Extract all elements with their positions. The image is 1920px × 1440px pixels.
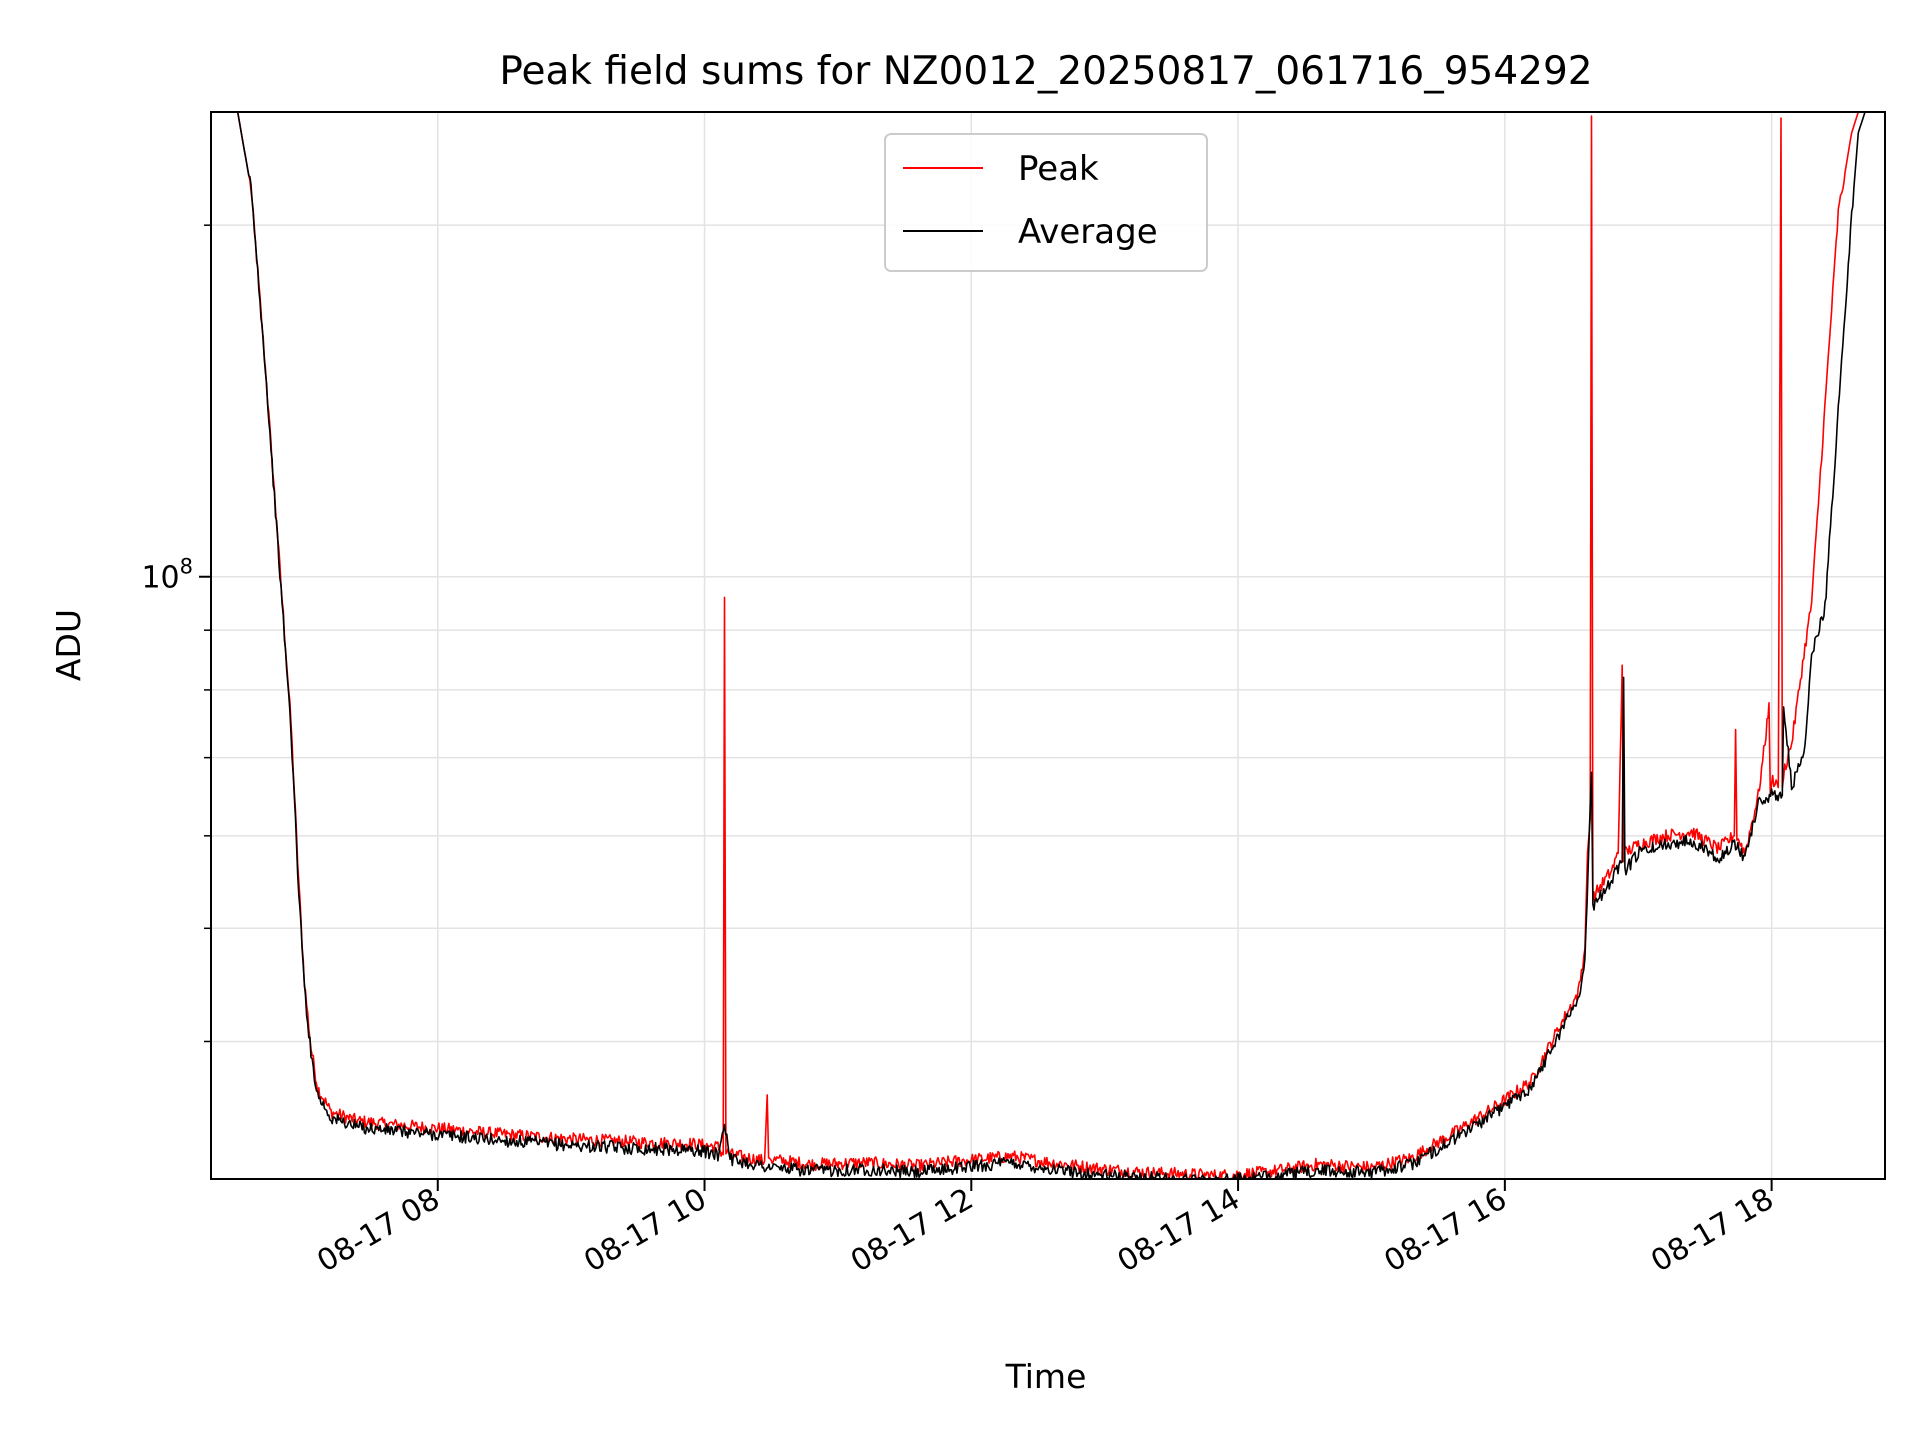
series-layer xyxy=(211,111,1885,1180)
legend-label-peak: Peak xyxy=(1018,149,1099,189)
series-line-peak xyxy=(211,111,1885,1180)
y-tick-label: 108 xyxy=(141,555,193,596)
x-tick-label: 08-17 12 xyxy=(845,1182,979,1280)
x-tick-label: 08-17 10 xyxy=(578,1182,712,1280)
plot-frame xyxy=(210,111,1886,1180)
x-tick-label: 08-17 16 xyxy=(1379,1182,1513,1280)
x-tick-label: 08-17 18 xyxy=(1645,1182,1779,1280)
series-line-average xyxy=(211,111,1885,1180)
y-axis-label: ADU xyxy=(49,609,88,681)
chart-title: Peak field sums for NZ0012_20250817_0617… xyxy=(499,49,1592,94)
x-axis: 08-17 08 08-17 10 08-17 12 08-17 14 08-17 16… xyxy=(311,1179,1780,1280)
grid xyxy=(211,112,1885,1179)
x-axis-label: Time xyxy=(1005,1357,1087,1396)
x-tick-label: 08-17 14 xyxy=(1112,1182,1246,1280)
y-axis: 108 xyxy=(141,224,211,1043)
x-tick-label: 08-17 08 xyxy=(311,1182,445,1280)
legend-label-average: Average xyxy=(1018,212,1158,252)
legend: Peak Average xyxy=(884,133,1208,272)
